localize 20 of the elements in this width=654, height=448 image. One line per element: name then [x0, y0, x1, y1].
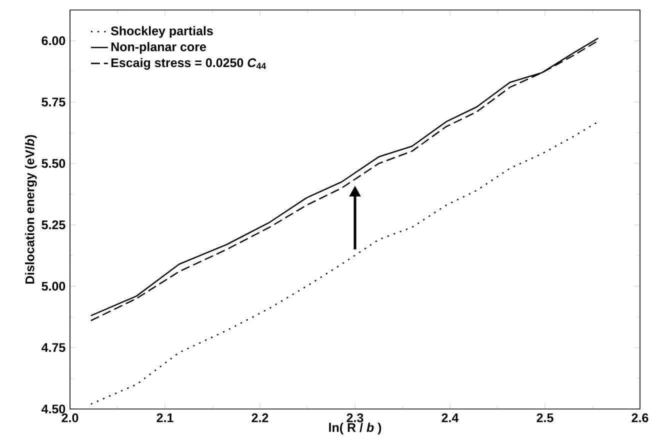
y-tick-label: 5.75	[42, 98, 66, 106]
y-tick-label: 5.50	[42, 159, 66, 168]
y-tick-label: 4.50	[41, 404, 66, 414]
y-tick-label: 4.75	[41, 343, 66, 352]
y-tick-label: 5.00	[42, 282, 66, 291]
x-tick-label: 2.4	[442, 413, 459, 422]
x-tick-label: 2.6	[632, 413, 648, 422]
y-axis-title: Dislocation energy (eV/b)	[25, 135, 37, 284]
x-tick-label: 2.1	[156, 413, 174, 422]
x-tick-label: 2.2	[252, 413, 268, 422]
x-axis-title: ln( R / b )	[329, 422, 382, 434]
legend-label: Escaig stress = 0.0250 C$_{44}$	[111, 58, 266, 70]
y-tick-label: 5.25	[42, 220, 66, 230]
line-series	[90, 121, 599, 405]
x-tick-label: 2.3	[346, 413, 364, 422]
legend-label: Non-planar core	[111, 42, 206, 54]
y-tick-label: 6.00	[42, 36, 66, 46]
x-tick-label: 2.5	[536, 413, 554, 422]
x-tick-label: 2.0	[62, 413, 78, 422]
legend-label: Shockley partials	[110, 26, 213, 38]
